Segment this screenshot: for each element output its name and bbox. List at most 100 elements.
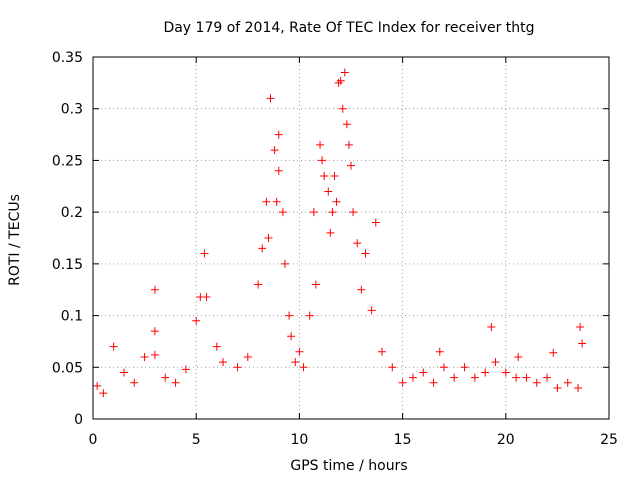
data-point: [140, 352, 149, 361]
data-point: [361, 249, 370, 258]
data-point: [398, 378, 407, 387]
data-point: [161, 373, 170, 382]
data-point: [130, 378, 139, 387]
data-point: [501, 368, 510, 377]
data-point: [334, 78, 343, 87]
data-point: [171, 378, 180, 387]
data-point: [328, 208, 337, 217]
data-point: [274, 166, 283, 175]
data-point: [318, 156, 327, 165]
data-point: [266, 94, 275, 103]
data-point: [439, 363, 448, 372]
x-tick-label: 25: [600, 432, 618, 448]
data-point: [219, 358, 228, 367]
data-point: [295, 347, 304, 356]
data-point: [553, 383, 562, 392]
data-point: [212, 342, 221, 351]
data-point: [291, 358, 300, 367]
data-point: [324, 187, 333, 196]
data-point: [202, 292, 211, 301]
data-point: [330, 171, 339, 180]
data-point: [262, 197, 271, 206]
data-point: [512, 373, 521, 382]
data-point: [563, 378, 572, 387]
data-point: [353, 239, 362, 248]
data-point: [299, 363, 308, 372]
data-point: [287, 332, 296, 341]
x-tick-label: 10: [290, 432, 308, 448]
axis-ticks: [92, 56, 610, 420]
data-point: [349, 208, 358, 217]
data-point: [522, 373, 531, 382]
data-point: [316, 140, 325, 149]
data-point: [274, 130, 283, 139]
data-point: [243, 352, 252, 361]
data-point: [367, 306, 376, 315]
x-tick-label: 15: [394, 432, 412, 448]
data-point: [305, 311, 314, 320]
data-point: [576, 322, 585, 331]
data-point: [450, 373, 459, 382]
chart-title: Day 179 of 2014, Rate Of TEC Index for r…: [163, 20, 534, 36]
y-tick-label: 0: [74, 412, 83, 428]
data-point: [311, 280, 320, 289]
data-point: [109, 342, 118, 351]
data-point: [338, 104, 347, 113]
data-point: [264, 234, 273, 242]
data-point: [371, 218, 380, 227]
data-point: [150, 285, 159, 294]
y-tick-label: 0.35: [52, 50, 83, 66]
data-point: [470, 373, 479, 382]
data-point: [285, 311, 294, 320]
data-point: [200, 249, 209, 258]
data-point: [336, 76, 345, 85]
data-point: [481, 368, 490, 377]
data-point: [435, 347, 444, 356]
y-axis-label: ROTI / TECUs: [7, 194, 23, 286]
y-tick-label: 0.1: [61, 309, 83, 325]
data-point: [181, 365, 190, 374]
data-point: [280, 259, 289, 268]
y-tick-label: 0.3: [61, 102, 83, 118]
data-point: [233, 363, 242, 372]
data-point: [388, 363, 397, 372]
data-point: [487, 322, 496, 331]
data-point: [99, 389, 108, 398]
data-point: [347, 161, 355, 170]
data-point: [320, 171, 329, 180]
x-tick-label: 0: [89, 432, 98, 448]
data-point: [344, 140, 353, 149]
data-point: [357, 285, 366, 294]
x-axis-label: GPS time / hours: [290, 458, 407, 474]
data-point: [514, 352, 523, 361]
data-point: [419, 368, 428, 377]
grid: [93, 57, 609, 419]
data-point: [272, 197, 281, 206]
data-point: [342, 120, 351, 129]
axis-tick-labels: 0 5 10 15 20 25 0 0.05 0.1 0.15 0.2 0.25 0.3 0.35: [52, 50, 618, 448]
data-point: [309, 208, 318, 217]
y-tick-label: 0.25: [52, 153, 83, 169]
x-tick-label: 20: [497, 432, 515, 448]
y-tick-label: 0.2: [61, 205, 83, 221]
data-point: [192, 316, 201, 325]
data-point: [543, 373, 552, 382]
y-tick-label: 0.05: [52, 360, 83, 376]
data-point: [332, 197, 341, 206]
data-point: [429, 378, 438, 387]
data-point: [93, 381, 102, 390]
x-tick-label: 5: [192, 432, 201, 448]
data-point: [574, 383, 583, 392]
data-point: [278, 208, 287, 217]
y-tick-label: 0.15: [52, 257, 83, 273]
data-points: [93, 68, 587, 398]
data-point: [150, 350, 159, 359]
data-point: [326, 228, 335, 237]
plot-frame: [92, 56, 610, 420]
data-point: [258, 244, 267, 253]
data-point: [532, 378, 541, 387]
data-point: [460, 363, 469, 372]
data-point: [578, 339, 587, 348]
